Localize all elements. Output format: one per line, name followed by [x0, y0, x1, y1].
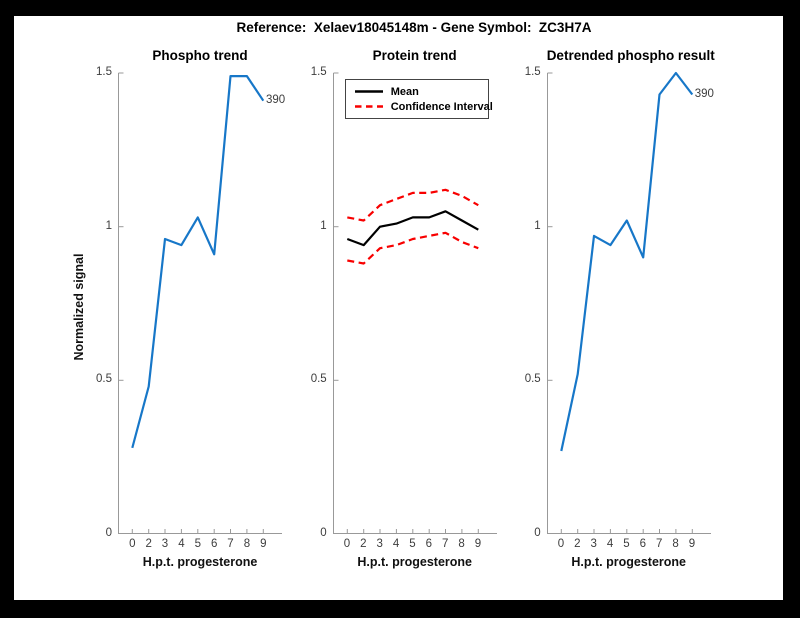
series-mean — [346, 210, 479, 247]
figure-title: Reference: Xelaev18045148m - Gene Symbol… — [236, 20, 592, 35]
x-tick-label: 0 — [343, 538, 351, 550]
x-tick-label: 4 — [178, 538, 185, 550]
plot-area — [118, 72, 282, 534]
subplot-title: Protein trend — [372, 48, 457, 63]
subplot-title: Detrended phospho result — [546, 48, 715, 63]
axis-lines — [118, 73, 282, 534]
y-tick-label: 1.5 — [310, 66, 327, 78]
y-tick-label: 1 — [320, 219, 327, 232]
x-tick-label: 8 — [672, 538, 679, 550]
subplot-title: Phospho trend — [152, 48, 248, 63]
series-confidence-interval-upper — [346, 188, 479, 222]
y-tick-label: 0 — [105, 527, 112, 539]
legend-entry-confidence-interval: Confidence Interval — [354, 99, 493, 114]
y-tick-label: 1 — [534, 219, 541, 232]
endpoint-annotation: 390 — [694, 87, 714, 100]
x-tick-label: 2 — [360, 538, 367, 550]
x-tick-label: 6 — [210, 538, 218, 550]
x-tick-label: 3 — [590, 538, 597, 550]
y-tick-label: 1.5 — [96, 66, 112, 78]
x-tick-label: 7 — [441, 538, 449, 550]
axis-lines — [546, 73, 711, 534]
mean-line-sample-icon — [354, 90, 383, 93]
y-tick-label: 0.5 — [524, 373, 541, 386]
x-tick-label: 4 — [606, 538, 614, 550]
legend-entry-mean: Mean — [354, 84, 488, 99]
x-tick-label: 7 — [655, 538, 663, 550]
plot-area — [332, 72, 497, 534]
y-tick-label: 1 — [105, 219, 112, 232]
x-tick-label: 7 — [227, 538, 234, 550]
legend-label: Mean — [390, 85, 419, 98]
x-tick-label: 8 — [243, 538, 251, 550]
x-tick-label: 8 — [458, 538, 465, 550]
y-tick-label: 1.5 — [524, 66, 541, 78]
x-tick-label: 5 — [409, 538, 416, 550]
subplot-phospho-trend: Phospho trend Normalized signal 0 0.5 1 1.5… — [72, 48, 286, 569]
x-tick-label: 5 — [623, 538, 630, 550]
x-tick-label: 2 — [145, 538, 152, 550]
legend-label: Confidence Interval — [390, 100, 493, 113]
series-detrended-phospho-signal — [559, 71, 693, 452]
y-tick-label: 0 — [320, 527, 327, 539]
dashed-line-sample-icon — [354, 105, 383, 108]
axis-lines — [332, 73, 497, 534]
x-tick-label: 9 — [688, 538, 696, 550]
x-tick-label: 6 — [425, 538, 433, 550]
x-tick-label: 3 — [376, 538, 383, 550]
x-tick-label: 0 — [557, 538, 565, 550]
x-tick-label: 6 — [639, 538, 647, 550]
x-tick-label: 9 — [474, 538, 482, 550]
x-tick-label: 0 — [129, 538, 136, 550]
figure-canvas: Reference: Xelaev18045148m - Gene Symbol… — [14, 16, 783, 600]
y-tick-label: 0.5 — [310, 373, 327, 386]
x-tick-label: 5 — [194, 538, 201, 550]
x-tick-label: 9 — [260, 538, 267, 550]
x-tick-label: 2 — [574, 538, 581, 550]
y-tick-label: 0.5 — [96, 373, 112, 386]
y-tick-label: 0 — [534, 527, 541, 539]
endpoint-annotation: 390 — [266, 93, 286, 106]
legend: Mean Confidence Interval — [344, 79, 493, 119]
x-axis-label: H.p.t. progesterone — [142, 555, 258, 569]
x-tick-label: 3 — [161, 538, 169, 550]
series-confidence-interval-lower — [346, 231, 479, 265]
series-phospho-signal — [131, 74, 265, 449]
plot-area — [546, 71, 711, 534]
x-axis-label: H.p.t. progesterone — [357, 555, 472, 569]
x-axis-label: H.p.t. progesterone — [571, 555, 686, 569]
x-tick-label: 4 — [392, 538, 400, 550]
